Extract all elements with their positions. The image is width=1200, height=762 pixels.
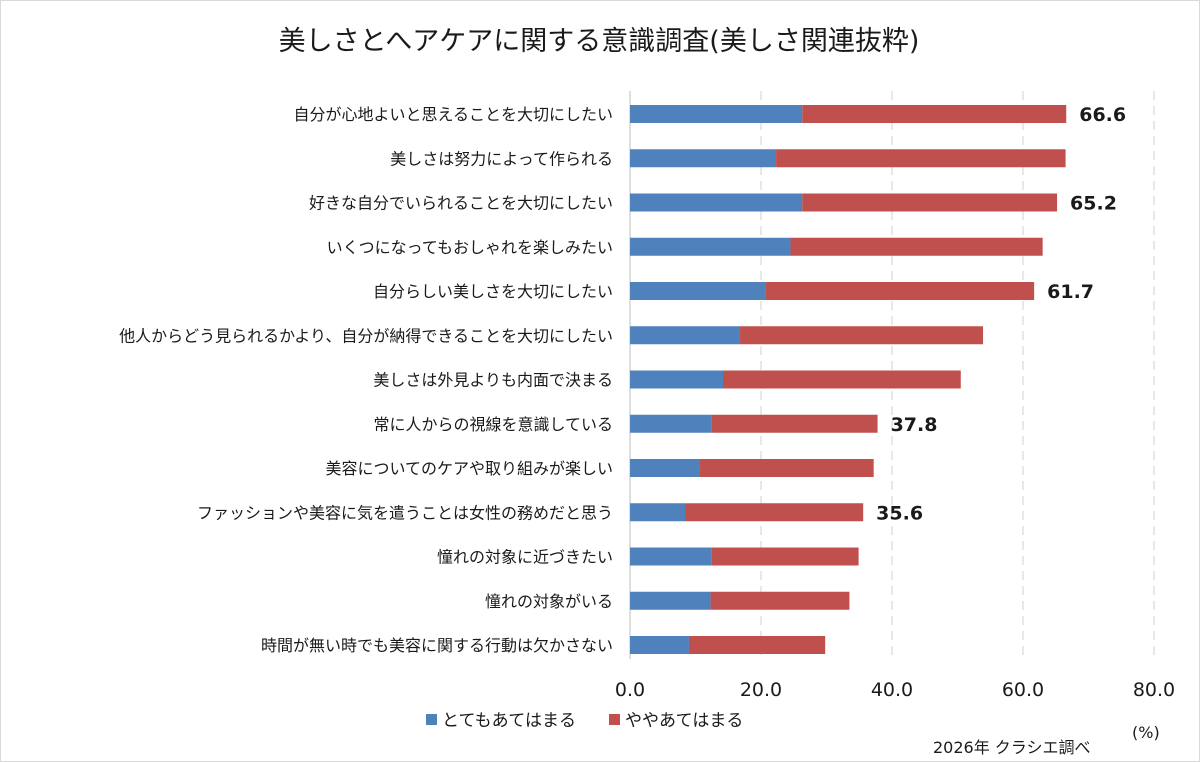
category-label: 憧れの対象に近づきたい <box>437 548 613 567</box>
bar-segment-somewhat <box>711 547 859 566</box>
bar-segment-somewhat <box>740 326 984 345</box>
bar-segment-very <box>630 591 711 610</box>
category-label: 美しさは努力によって作られる <box>390 149 613 168</box>
data-label: 65.2 <box>1070 193 1117 215</box>
bar-segment-somewhat <box>685 503 864 522</box>
x-tick-label: 60.0 <box>1002 679 1044 701</box>
category-label: 時間が無い時でも美容に関する行動は欠かさない <box>261 636 613 655</box>
bar-group <box>630 105 1067 654</box>
category-label: いくつになってもおしゃれを楽しみたい <box>327 238 613 257</box>
x-tick-labels: 0.0 20.0 40.0 60.0 80.0 <box>615 679 1175 701</box>
legend-label-series-2: ややあてはまる <box>625 711 743 731</box>
legend-label-series-1: とてもあてはまる <box>442 711 576 731</box>
x-tick-label: 20.0 <box>740 679 782 701</box>
legend-swatch-series-2 <box>609 714 620 725</box>
bar-segment-very <box>630 237 791 256</box>
bar-segment-somewhat <box>688 636 826 654</box>
bar-segment-very <box>630 636 689 654</box>
bar-segment-very <box>630 149 777 168</box>
bar-segment-somewhat <box>723 370 961 389</box>
bar-segment-very <box>630 503 686 522</box>
data-label: 35.6 <box>876 502 923 524</box>
bar-segment-somewhat <box>699 459 874 477</box>
bar-segment-very <box>630 547 712 566</box>
bar-segment-very <box>630 105 803 123</box>
bar-segment-somewhat <box>776 149 1066 168</box>
category-label: 憧れの対象がいる <box>485 592 613 611</box>
data-label: 37.8 <box>891 414 938 436</box>
bar-segment-very <box>630 459 700 477</box>
category-label: 自分が心地よいと思えることを大切にしたい <box>293 105 613 124</box>
bar-segment-very <box>630 370 724 389</box>
bar-segment-somewhat <box>711 414 878 433</box>
bar-segment-somewhat <box>802 193 1058 212</box>
bar-segment-very <box>630 282 766 300</box>
chart-title: 美しさとへアケアに関する意識調査(美しさ関連抜粋) <box>279 26 920 57</box>
category-labels: 自分が心地よいと思えることを大切にしたい美しさは努力によって作られる好きな自分で… <box>119 105 613 655</box>
data-labels: 66.6 65.2 61.7 37.8 35.6 <box>876 104 1126 524</box>
x-tick-label: 0.0 <box>615 679 645 701</box>
x-tick-label: 80.0 <box>1133 679 1175 701</box>
category-label: 常に人からの視線を意識している <box>373 415 613 434</box>
category-label: 好きな自分でいられることを大切にしたい <box>309 194 613 213</box>
category-label: 美しさは外見よりも内面で決まる <box>373 371 613 390</box>
bar-segment-somewhat <box>710 591 850 610</box>
bar-segment-very <box>630 193 803 212</box>
data-label: 61.7 <box>1047 281 1094 303</box>
unit-label: (%) <box>1132 723 1160 742</box>
bar-segment-somewhat <box>765 282 1035 300</box>
source-note: 2026年 クラシエ調べ <box>933 738 1091 757</box>
bar-segment-somewhat <box>790 237 1043 256</box>
category-label: 他人からどう見られるかより、自分が納得できることを大切にしたい <box>119 326 613 345</box>
bar-segment-somewhat <box>802 105 1067 123</box>
legend: とてもあてはまる ややあてはまる <box>426 711 743 731</box>
bar-segment-very <box>630 414 712 433</box>
bar-segment-very <box>630 326 741 345</box>
category-label: 自分らしい美しさを大切にしたい <box>373 282 613 301</box>
category-label: 美容についてのケアや取り組みが楽しい <box>325 459 613 478</box>
data-label: 66.6 <box>1079 104 1126 126</box>
legend-swatch-series-1 <box>426 714 437 725</box>
x-tick-label: 40.0 <box>871 679 913 701</box>
category-label: ファッションや美容に気を遣うことは女性の務めだと思う <box>197 503 613 522</box>
